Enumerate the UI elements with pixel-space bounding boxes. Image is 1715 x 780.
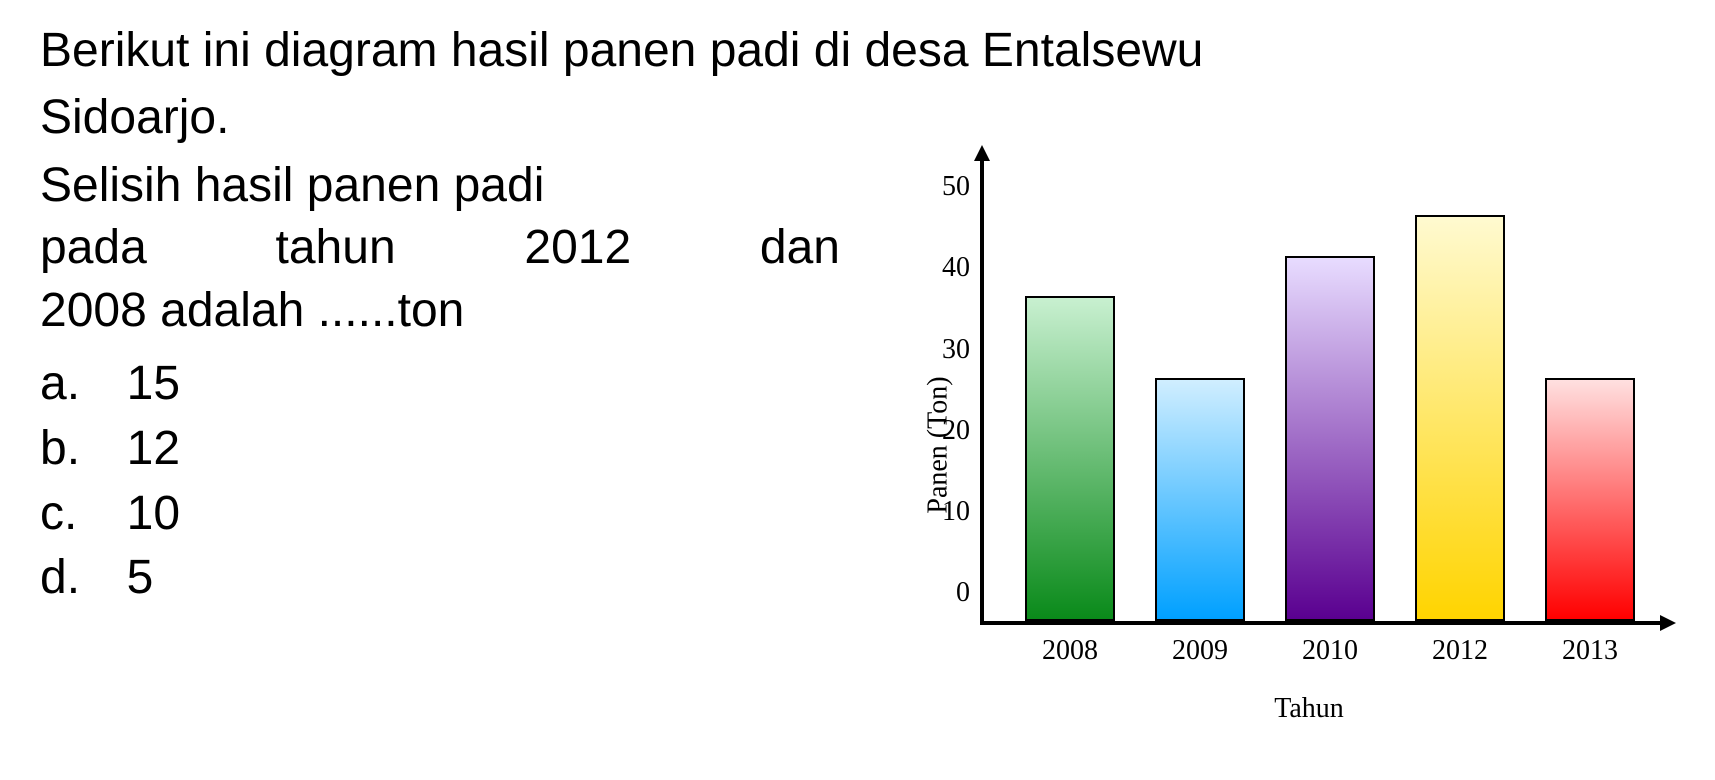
question-word: tahun	[276, 217, 396, 279]
answer-options: a. 15 b. 12 c. 10 d. 5	[40, 352, 840, 611]
option-d[interactable]: d. 5	[40, 546, 840, 611]
y-tick-label: 20	[920, 415, 970, 447]
option-c[interactable]: c. 10	[40, 482, 840, 547]
question-line-3: 2008 adalah ......ton	[40, 280, 840, 342]
chart-bar	[1285, 256, 1375, 621]
option-b-value: 12	[127, 422, 180, 475]
y-tick-label: 10	[920, 496, 970, 528]
x-tick-label: 2009	[1172, 635, 1228, 667]
chart-bar	[1025, 296, 1115, 620]
option-c-value: 10	[127, 487, 180, 540]
option-a-value: 15	[127, 357, 180, 410]
option-b-letter: b.	[40, 417, 100, 482]
question-word: pada	[40, 217, 147, 279]
x-axis	[980, 621, 1660, 625]
x-tick-label: 2010	[1302, 635, 1358, 667]
chart-area: 01020304050 20082009201020122013	[980, 175, 1640, 625]
question-line-2: pada tahun 2012 dan	[40, 217, 840, 279]
option-b[interactable]: b. 12	[40, 417, 840, 482]
page-container: Berikut ini diagram hasil panen padi di …	[40, 20, 1675, 725]
option-d-letter: d.	[40, 546, 100, 611]
bars-region	[980, 175, 1640, 621]
option-d-value: 5	[127, 551, 154, 604]
option-a-letter: a.	[40, 352, 100, 417]
x-tick-label: 2012	[1432, 635, 1488, 667]
y-tick-label: 50	[920, 171, 970, 203]
content-row: Selisih hasil panen padi pada tahun 2012…	[40, 155, 1675, 725]
intro-line-2: Sidoarjo.	[40, 87, 1675, 149]
chart-bar	[1415, 215, 1505, 620]
x-axis-label: Tahun	[1274, 693, 1344, 725]
x-tick-label: 2008	[1042, 635, 1098, 667]
bar-chart: Panen (Ton) 01020304050 2008200920102012…	[880, 165, 1660, 725]
question-word: 2012	[524, 217, 631, 279]
question-column: Selisih hasil panen padi pada tahun 2012…	[40, 155, 840, 611]
question-line-1: Selisih hasil panen padi	[40, 155, 840, 217]
option-a[interactable]: a. 15	[40, 352, 840, 417]
question-word: dan	[760, 217, 840, 279]
x-tick-label: 2013	[1562, 635, 1618, 667]
intro-line-1: Berikut ini diagram hasil panen padi di …	[40, 20, 1675, 82]
y-tick-label: 0	[920, 577, 970, 609]
y-tick-label: 40	[920, 252, 970, 284]
y-tick-label: 30	[920, 334, 970, 366]
chart-bar	[1545, 378, 1635, 621]
chart-bar	[1155, 378, 1245, 621]
option-c-letter: c.	[40, 482, 100, 547]
